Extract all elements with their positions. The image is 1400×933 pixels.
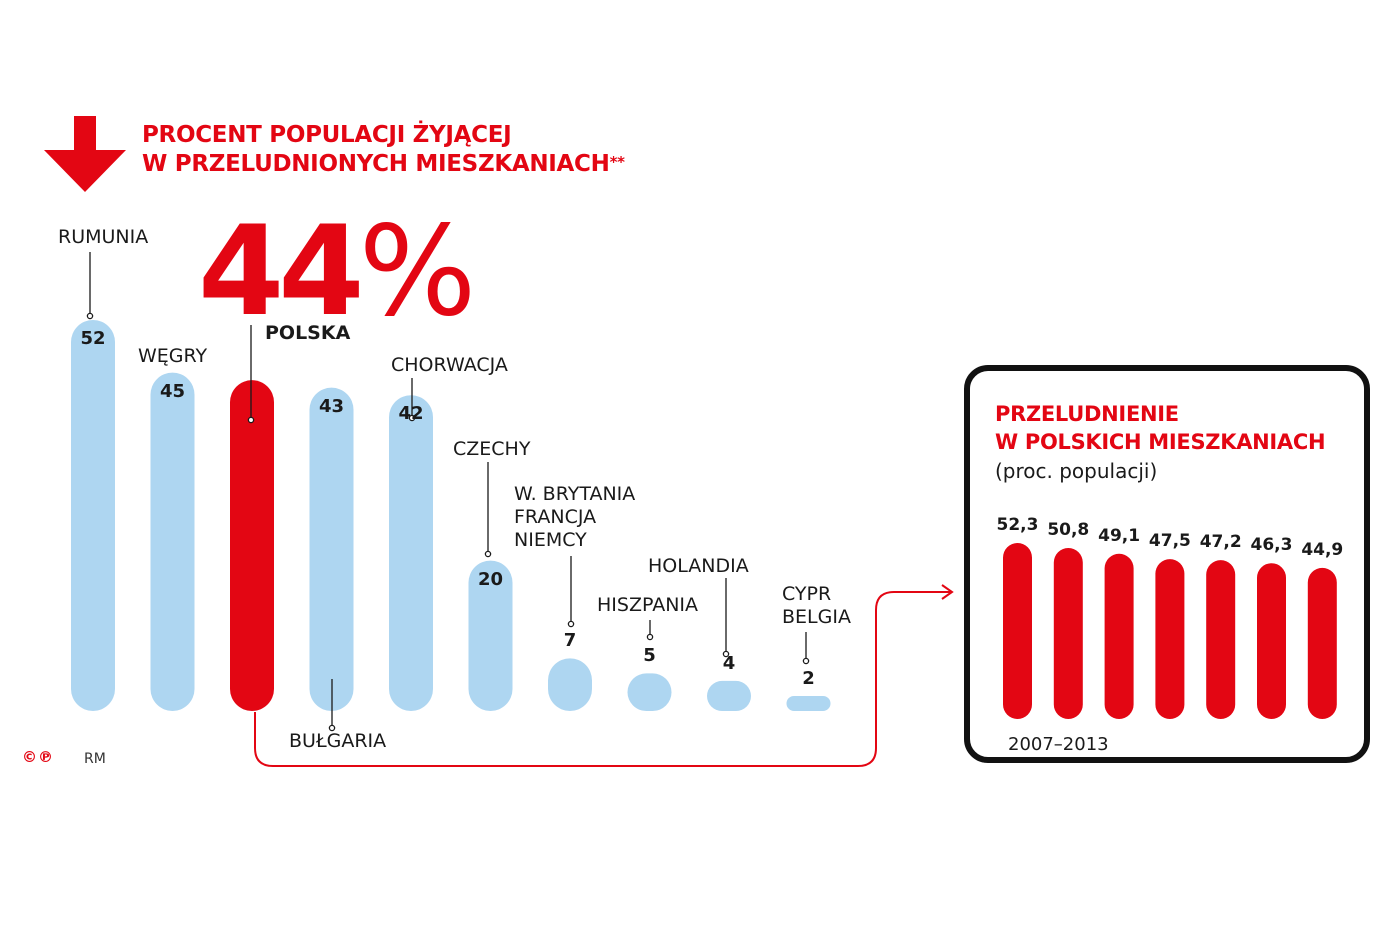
leader-dot xyxy=(722,650,730,658)
country-label-line: NIEMCY xyxy=(514,529,587,551)
inset-title: PRZELUDNIENIE W POLSKICH MIESZKANIACH xyxy=(995,400,1326,456)
inset-bar-5 xyxy=(1206,560,1236,719)
title-footnote-mark: ** xyxy=(609,153,625,171)
inset-bar-value: 52,3 xyxy=(996,515,1039,535)
inset-bar-value: 44,9 xyxy=(1301,539,1344,560)
copyright-mark: ©℗ xyxy=(22,748,54,766)
country-label: BUŁGARIA xyxy=(289,730,386,753)
country-label: WĘGRY xyxy=(138,345,207,368)
inset-bar-2 xyxy=(1053,548,1083,719)
country-bar-chart xyxy=(71,252,831,732)
leader-dot xyxy=(86,312,94,320)
highlight-number: 44 xyxy=(198,200,365,344)
bar-6 xyxy=(468,560,513,711)
bar-value-label: 43 xyxy=(318,395,345,417)
inset-period: 2007–2013 xyxy=(1008,734,1109,755)
country-label-line: POLSKA xyxy=(265,322,351,344)
arrow-down-icon xyxy=(44,116,126,192)
inset-subtitle: (proc. populacji) xyxy=(995,459,1158,483)
bar-9 xyxy=(707,680,751,711)
country-label: POLSKA xyxy=(265,322,350,345)
main-title-line-2: W PRZELUDNIONYCH MIESZKANIACH xyxy=(142,151,610,177)
main-title-line-1: PROCENT POPULACJI ŻYJĄCEJ xyxy=(142,122,512,148)
inset-bar-value: 47,2 xyxy=(1199,532,1242,553)
country-label-line: CHORWACJA xyxy=(391,354,508,376)
bar-10 xyxy=(786,695,831,711)
bar-value-label: 20 xyxy=(477,568,504,590)
bar-2 xyxy=(150,372,195,711)
inset-bar-4 xyxy=(1155,559,1185,719)
bar-value-label: 5 xyxy=(643,645,656,667)
highlight-unit: % xyxy=(358,200,477,344)
inset-bar-value: 50,8 xyxy=(1047,520,1090,541)
leader-dot xyxy=(328,724,336,732)
leader-dot xyxy=(247,416,255,424)
country-label-line: FRANCJA xyxy=(514,506,597,528)
connector-arrow xyxy=(254,584,954,767)
country-label-line: RUMUNIA xyxy=(58,226,149,248)
country-label-line: CYPR xyxy=(782,583,832,605)
bar-value-label: 45 xyxy=(159,380,186,402)
leader-dot xyxy=(408,414,416,422)
leader-dot xyxy=(802,657,810,665)
country-label: W. BRYTANIA FRANCJA NIEMCY xyxy=(514,483,635,552)
country-label: HISZPANIA xyxy=(597,594,698,617)
bar-value-label: 4 xyxy=(722,652,736,674)
bar-8 xyxy=(627,673,672,711)
inset-bar-value: 46,3 xyxy=(1250,535,1293,556)
inset-bar-value: 47,5 xyxy=(1148,531,1191,552)
bar-5 xyxy=(389,395,433,711)
country-label-line: W. BRYTANIA xyxy=(514,483,636,505)
inset-title-line-1: PRZELUDNIENIE xyxy=(995,402,1179,426)
poland-trend-panel: PRZELUDNIENIE W POLSKICH MIESZKANIACH (p… xyxy=(964,365,1370,763)
inset-bar-7 xyxy=(1307,567,1337,719)
country-label: RUMUNIA xyxy=(58,226,148,249)
inset-bar-3 xyxy=(1104,553,1134,719)
country-label-line: BUŁGARIA xyxy=(289,730,387,752)
bar-1 xyxy=(71,320,115,711)
country-label: CHORWACJA xyxy=(391,354,508,377)
bar-3 xyxy=(230,380,274,711)
bar-value-label: 42 xyxy=(398,403,424,425)
author-initials: RM xyxy=(84,751,106,767)
leader-dot xyxy=(567,620,575,628)
bar-value-label: 2 xyxy=(802,667,815,689)
inset-bar-6 xyxy=(1257,563,1286,719)
country-label-line: CZECHY xyxy=(453,438,531,460)
bar-7 xyxy=(548,658,592,711)
poland-trend-chart xyxy=(1003,543,1337,719)
country-label: CZECHY xyxy=(453,438,530,461)
leader-dot xyxy=(484,550,492,558)
inset-bar-value: 49,1 xyxy=(1098,525,1141,546)
bar-value-label: 7 xyxy=(563,630,577,652)
country-label: HOLANDIA xyxy=(648,555,749,578)
country-label-line: WĘGRY xyxy=(138,345,208,367)
leader-dot xyxy=(646,633,654,641)
country-label-line: HISZPANIA xyxy=(597,594,699,616)
inset-bar-1 xyxy=(1003,543,1032,719)
main-title: PROCENT POPULACJI ŻYJĄCEJ W PRZELUDNIONY… xyxy=(142,121,625,179)
country-label-line: HOLANDIA xyxy=(648,555,749,577)
country-label: CYPR BELGIA xyxy=(782,583,851,629)
bar-4 xyxy=(309,387,354,711)
bar-value-label: 52 xyxy=(80,328,106,349)
country-label-line: BELGIA xyxy=(782,606,851,628)
inset-title-line-2: W POLSKICH MIESZKANIACH xyxy=(995,430,1326,454)
highlight-value: 44% xyxy=(198,210,476,334)
